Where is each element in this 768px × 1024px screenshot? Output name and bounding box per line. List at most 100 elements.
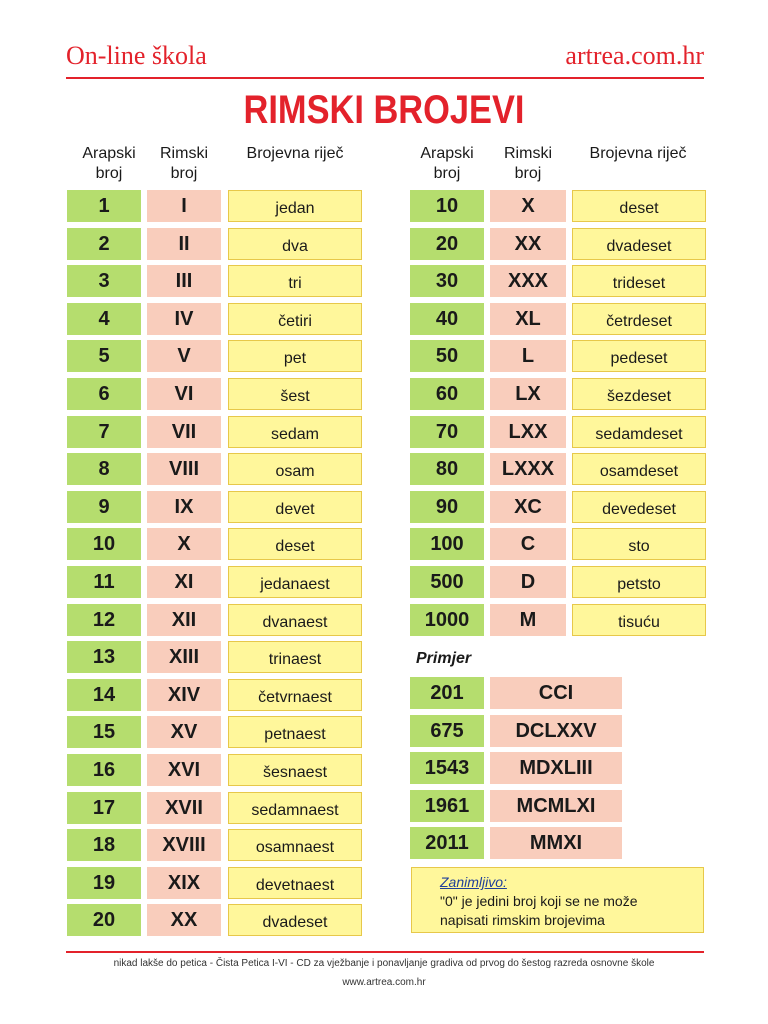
roman-cell: V	[147, 340, 221, 372]
footer-text: nikad lakše do petica - Čista Petica I-V…	[113, 958, 655, 969]
page-title: RIMSKI BROJEVI	[243, 88, 525, 132]
word-cell: šest	[228, 378, 362, 410]
arabic-cell: 13	[67, 641, 141, 673]
arabic-cell: 18	[67, 829, 141, 861]
arabic-cell: 80	[410, 453, 484, 485]
example-arabic-cell: 675	[410, 715, 484, 747]
word-cell: četrdeset	[572, 303, 706, 335]
word-cell: devedeset	[572, 491, 706, 523]
roman-cell: I	[147, 190, 221, 222]
word-cell: osamnaest	[228, 829, 362, 861]
roman-cell: III	[147, 265, 221, 297]
roman-cell: C	[490, 528, 566, 560]
arabic-cell: 3	[67, 265, 141, 297]
fun-fact-box: Zanimljivo: "0" je jedini broj koji se n…	[411, 867, 704, 933]
col-header-arabic: Arapski broj	[82, 145, 136, 182]
fun-fact-text: "0" je jedini broj koji se ne može napis…	[440, 893, 638, 928]
footer-divider	[66, 951, 704, 953]
arabic-cell: 70	[410, 416, 484, 448]
word-cell: sedamnaest	[228, 792, 362, 824]
arabic-cell: 100	[410, 528, 484, 560]
word-cell: šezdeset	[572, 378, 706, 410]
example-arabic-cell: 1961	[410, 790, 484, 822]
col-header-word-right: Brojevna riječ	[589, 145, 687, 162]
example-arabic-cell: 2011	[410, 827, 484, 859]
example-arabic-cell: 1543	[410, 752, 484, 784]
word-cell: dvadeset	[228, 904, 362, 936]
example-roman-cell: MMXI	[490, 827, 622, 859]
word-cell: petnaest	[228, 716, 362, 748]
roman-cell: M	[490, 604, 566, 636]
arabic-cell: 10	[67, 528, 141, 560]
arabic-cell: 1	[67, 190, 141, 222]
word-cell: pet	[228, 340, 362, 372]
arabic-cell: 1000	[410, 604, 484, 636]
header-divider	[66, 77, 704, 79]
roman-cell: IX	[147, 491, 221, 523]
arabic-cell: 50	[410, 340, 484, 372]
arabic-cell: 60	[410, 378, 484, 410]
roman-cell: XI	[147, 566, 221, 598]
col-header-word: Brojevna riječ	[246, 145, 344, 162]
word-cell: osam	[228, 453, 362, 485]
example-roman-cell: DCLXXV	[490, 715, 622, 747]
example-roman-cell: MCMLXI	[490, 790, 622, 822]
arabic-cell: 17	[67, 792, 141, 824]
arabic-cell: 11	[67, 566, 141, 598]
roman-cell: LXX	[490, 416, 566, 448]
arabic-cell: 4	[67, 303, 141, 335]
site-name: On-line škola	[66, 41, 207, 70]
roman-cell: LX	[490, 378, 566, 410]
arabic-cell: 7	[67, 416, 141, 448]
roman-cell: IV	[147, 303, 221, 335]
arabic-cell: 15	[67, 716, 141, 748]
word-cell: osamdeset	[572, 453, 706, 485]
word-cell: devet	[228, 491, 362, 523]
arabic-cell: 20	[410, 228, 484, 260]
word-cell: deset	[572, 190, 706, 222]
word-cell: tri	[228, 265, 362, 297]
roman-cell: D	[490, 566, 566, 598]
arabic-cell: 30	[410, 265, 484, 297]
roman-cell: XL	[490, 303, 566, 335]
arabic-cell: 14	[67, 679, 141, 711]
examples-label: Primjer	[416, 650, 472, 667]
roman-cell: XIII	[147, 641, 221, 673]
arabic-cell: 5	[67, 340, 141, 372]
roman-cell: LXXX	[490, 453, 566, 485]
word-cell: dvanaest	[228, 604, 362, 636]
arabic-cell: 500	[410, 566, 484, 598]
col-header-roman-right: Rimski broj	[504, 145, 552, 182]
arabic-cell: 12	[67, 604, 141, 636]
site-url[interactable]: artrea.com.hr	[565, 41, 704, 70]
roman-cell: VII	[147, 416, 221, 448]
roman-cell: XIX	[147, 867, 221, 899]
arabic-cell: 10	[410, 190, 484, 222]
footer-url[interactable]: www.artrea.com.hr	[342, 977, 426, 988]
arabic-cell: 20	[67, 904, 141, 936]
arabic-cell: 6	[67, 378, 141, 410]
word-cell: petsto	[572, 566, 706, 598]
word-cell: jedan	[228, 190, 362, 222]
word-cell: dvadeset	[572, 228, 706, 260]
arabic-cell: 19	[67, 867, 141, 899]
arabic-cell: 16	[67, 754, 141, 786]
word-cell: trinaest	[228, 641, 362, 673]
word-cell: sto	[572, 528, 706, 560]
fun-fact-title: Zanimljivo:	[440, 874, 507, 890]
roman-cell: X	[147, 528, 221, 560]
roman-cell: XXX	[490, 265, 566, 297]
word-cell: šesnaest	[228, 754, 362, 786]
arabic-cell: 9	[67, 491, 141, 523]
word-cell: devetnaest	[228, 867, 362, 899]
roman-cell: L	[490, 340, 566, 372]
example-roman-cell: CCI	[490, 677, 622, 709]
word-cell: tisuću	[572, 604, 706, 636]
word-cell: četiri	[228, 303, 362, 335]
roman-cell: XC	[490, 491, 566, 523]
word-cell: trideset	[572, 265, 706, 297]
word-cell: četvrnaest	[228, 679, 362, 711]
example-roman-cell: MDXLIII	[490, 752, 622, 784]
word-cell: sedam	[228, 416, 362, 448]
roman-cell: X	[490, 190, 566, 222]
